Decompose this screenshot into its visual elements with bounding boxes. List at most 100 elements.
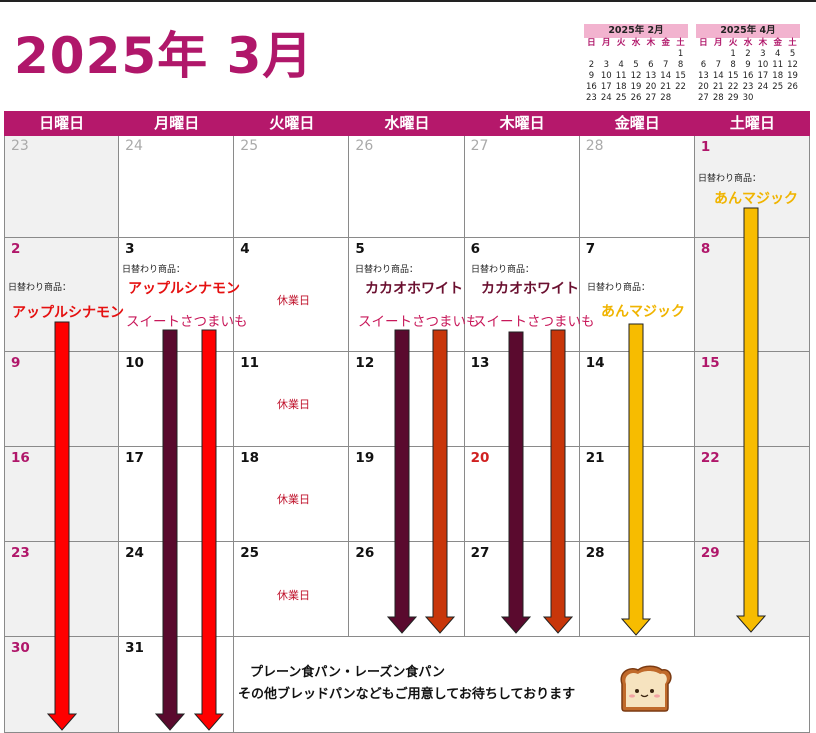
mini-day: 16 (586, 82, 597, 92)
day-cell: 29 (694, 542, 810, 637)
mini-day: 20 (645, 82, 657, 92)
day-number: 1 (700, 139, 711, 155)
mini-day: 28 (660, 93, 672, 103)
mini-day: 7 (663, 60, 669, 70)
day-number: 14 (585, 355, 605, 371)
day-number: 29 (700, 545, 720, 561)
mini-day: 21 (712, 82, 724, 92)
mini-weekday: 木 (758, 38, 768, 48)
mini-day: 8 (730, 60, 736, 70)
day-number: 24 (125, 545, 144, 561)
mini-day: 27 (698, 93, 709, 103)
mini-day: 6 (648, 60, 654, 70)
mini-day (584, 49, 599, 60)
mini-weekday: 土 (676, 38, 685, 48)
mini-day: 12 (787, 60, 798, 70)
day-number: 31 (125, 640, 144, 656)
mini-day: 1 (677, 49, 684, 59)
day-cell: 14 (579, 352, 695, 447)
mini-weekday: 木 (646, 38, 656, 48)
mini-weekday: 金 (661, 38, 670, 48)
day-number: 27 (470, 545, 490, 561)
day-cell: 12 (349, 352, 465, 447)
mini-calendar-title: 2025年 2月 (584, 24, 688, 38)
day-number: 21 (585, 450, 605, 466)
mini-calendar-title: 2025年 4月 (696, 24, 800, 38)
mini-weekday: 日 (587, 38, 596, 48)
mini-day: 28 (712, 93, 724, 103)
daily-item-label: 日替わり商品： (587, 283, 651, 293)
day-cell: 30 (4, 637, 120, 733)
day-number: 23 (11, 138, 29, 154)
mini-day: 14 (660, 71, 672, 81)
mini-day: 3 (760, 49, 766, 59)
day-cell: 15 (694, 352, 810, 447)
weekday-tuesday: 火曜日 (269, 114, 315, 132)
mini-day: 15 (675, 71, 686, 81)
bread-loaf-face-icon (620, 665, 672, 712)
mini-calendar-grid: 日月火水木金土 1 2 3 4 5 6 7 8 9 10 11 12 13 14 15 16 17 18 19 20 21… (584, 38, 688, 104)
product-cacao-white: カカオホワイト (481, 281, 579, 297)
mini-day: 10 (757, 60, 769, 70)
calendar-grid: 23 24 25 26 27 28 1 2 3 4 5 6 7 8 9 10 11 12 13 14 15 16 17 18 1… (4, 136, 810, 733)
page-title: 2025年 3月 (14, 27, 314, 85)
day-cell: 23 (4, 542, 120, 637)
day-cell: 19 (349, 447, 465, 542)
mini-day (711, 49, 726, 60)
day-number: 10 (125, 355, 144, 371)
footer-cell (234, 637, 810, 733)
daily-item-label: 日替わり商品： (471, 265, 535, 275)
mini-day: 16 (742, 71, 754, 81)
mini-weekday: 日 (699, 38, 708, 48)
day-number: 7 (585, 241, 596, 257)
closed-day-label: 休業日 (277, 398, 310, 411)
mini-day: 23 (742, 82, 754, 92)
day-number: 25 (240, 138, 259, 154)
day-cell: 13 (464, 352, 580, 447)
day-cell: 7 (579, 238, 695, 352)
mini-day: 25 (772, 82, 784, 92)
mini-day: 21 (660, 82, 672, 92)
day-number: 12 (355, 355, 375, 371)
mini-day: 5 (633, 60, 639, 70)
product-sweet-potato: スイートさつまいも (126, 314, 248, 330)
day-number: 30 (11, 640, 30, 656)
footer-line-2: その他ブレッドパンなどもご用意してお待ちしております (238, 687, 576, 702)
weekday-saturday: 土曜日 (729, 114, 775, 132)
day-number: 18 (240, 450, 260, 466)
closed-day-label: 休業日 (277, 589, 310, 602)
weekday-thursday: 木曜日 (499, 114, 545, 132)
mini-day (770, 93, 785, 104)
mini-day: 7 (715, 60, 721, 70)
day-cell: 23 (4, 136, 120, 238)
mini-day: 11 (615, 71, 627, 81)
day-number: 27 (470, 138, 489, 154)
product-sweet-potato: スイートさつまいも (473, 314, 595, 330)
day-cell: 11 (234, 352, 350, 447)
mini-day: 4 (775, 49, 781, 59)
day-number: 9 (11, 355, 21, 371)
mini-day (629, 49, 644, 60)
mini-day: 18 (615, 82, 627, 92)
mini-day (643, 49, 658, 60)
weekday-friday: 金曜日 (614, 114, 660, 132)
day-number: 3 (125, 241, 135, 257)
mini-day: 6 (700, 60, 707, 70)
footer-line-1: プレーン食パン・レーズン食パン (250, 665, 446, 680)
mini-day (785, 93, 800, 104)
day-cell: 26 (349, 136, 465, 238)
day-cell: 24 (119, 542, 235, 637)
mini-weekday: 火 (728, 38, 738, 48)
closed-day-label: 休業日 (277, 493, 310, 506)
day-cell: 26 (349, 542, 465, 637)
mini-weekday: 水 (631, 38, 641, 48)
mini-day (599, 49, 614, 60)
day-cell: 25 (234, 136, 350, 238)
mini-day: 27 (645, 93, 657, 103)
weekday-header: 日曜日 月曜日 火曜日 水曜日 木曜日 金曜日 土曜日 (4, 111, 810, 136)
day-number: 22 (700, 450, 720, 466)
daily-item-label: 日替わり商品： (698, 174, 762, 184)
top-rule (0, 0, 816, 2)
mini-weekday: 土 (788, 38, 797, 48)
mini-day: 24 (600, 93, 612, 103)
